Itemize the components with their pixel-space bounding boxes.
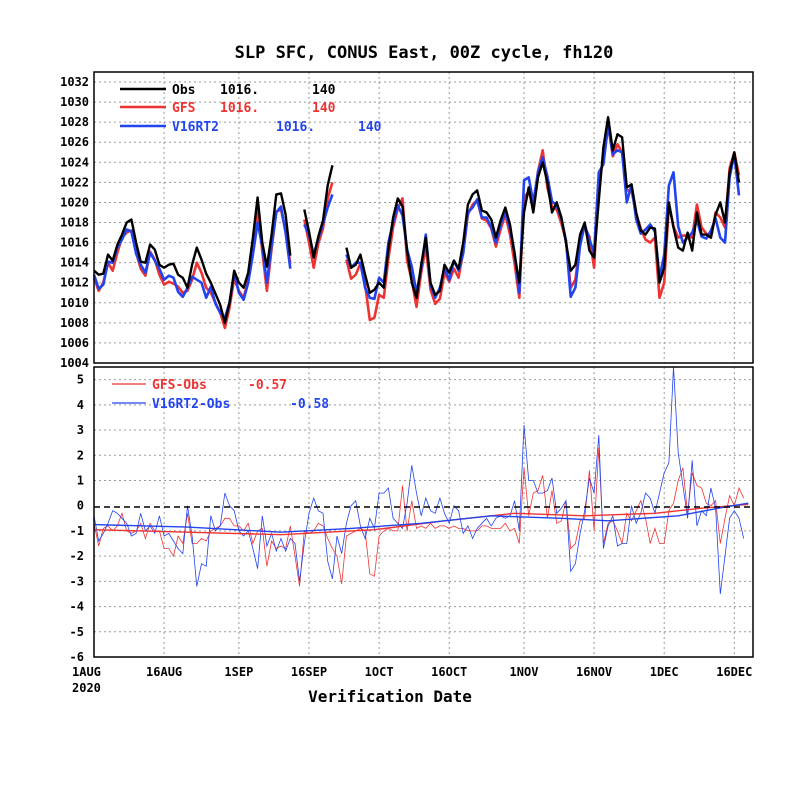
bottom-y-tick: -4 [70,600,84,614]
x-tick: 16SEP [291,665,327,679]
bottom-y-tick: 3 [77,423,84,437]
top-y-tick: 1006 [60,336,89,350]
x-tick-labels: 1AUG 16AUG 1SEP 16SEP 1OCT 16OCT 1NOV 16NOV 1DEC… [72,665,752,679]
x-tick: 1SEP [224,665,253,679]
bottom-y-tick: 0 [77,499,84,513]
x-tick: 1AUG [72,665,101,679]
legend-v16-obs-label: V16RT2-Obs [152,397,230,412]
top-y-tick: 1008 [60,316,89,330]
top-y-tick: 1018 [60,216,89,230]
top-panel-series [92,116,741,330]
bottom-panel-frame [93,366,754,658]
bottom-y-tick: 2 [77,448,84,462]
series-v16rt2-line [92,123,741,320]
legend-obs-mean: 1016. [220,83,259,98]
legend-obs-label: Obs [172,83,195,98]
x-tick: 16AUG [146,665,182,679]
top-y-tick: 1020 [60,195,89,209]
legend-v16-obs-mean: -0.58 [290,397,329,412]
x-tick: 1NOV [510,665,539,679]
bottom-y-tick: -6 [70,650,84,664]
bottom-y-tick: 4 [77,398,84,412]
top-panel-frame [93,71,754,364]
bottom-y-tick: -5 [70,625,84,639]
bottom-y-tick: -1 [70,524,84,538]
top-y-tick: 1004 [60,356,89,370]
top-y-tick: 1012 [60,276,89,290]
bottom-panel-series [93,366,749,595]
year-label: 2020 [72,681,101,695]
top-y-tick: 1010 [60,296,89,310]
top-y-tick: 1024 [60,155,89,169]
bottom-legend: GFS-Obs -0.57 V16RT2-Obs -0.58 [112,378,329,412]
legend-gfs-obs-label: GFS-Obs [152,378,207,393]
legend-gfs-obs-mean: -0.57 [248,378,287,393]
series-gfs-obs-mean-line [93,503,749,536]
legend-gfs-count: 140 [312,101,336,116]
legend-v16-mean: 1016. [276,120,315,135]
legend-gfs-label: GFS [172,101,196,116]
x-tick: 16DEC [716,665,752,679]
x-tick: 16NOV [576,665,612,679]
legend-v16-label: V16RT2 [172,120,219,135]
series-v16rt2-obs-mean-line [93,502,749,533]
top-legend: Obs 1016. 140 GFS 1016. 140 V16RT2 1016.… [120,83,382,135]
top-y-tick: 1014 [60,256,89,270]
top-y-tick: 1022 [60,175,89,189]
top-y-tick: 1026 [60,135,89,149]
series-obs-line [93,116,741,325]
x-tick: 1OCT [365,665,394,679]
top-y-tick-labels: 1004 1006 1008 1010 1012 1014 1016 1018 1020 1022… [60,75,89,370]
x-axis-label: Verification Date [308,687,472,706]
legend-v16-count: 140 [358,120,382,135]
x-tick: 16OCT [431,665,467,679]
bottom-y-tick-labels: -6 -5 -4 -3 -2 -1 0 1 2 3 4 5 [70,373,84,664]
top-y-tick: 1016 [60,236,89,250]
legend-obs-count: 140 [312,83,336,98]
top-y-tick: 1032 [60,75,89,89]
top-y-tick: 1030 [60,95,89,109]
top-y-tick: 1028 [60,115,89,129]
legend-gfs-mean: 1016. [220,101,259,116]
bottom-y-tick: -3 [70,574,84,588]
series-gfs-obs-line [93,447,745,587]
bottom-y-tick: 1 [77,473,84,487]
series-v16rt2-obs-line [93,366,745,595]
bottom-y-tick: -2 [70,549,84,563]
x-tick: 1DEC [650,665,679,679]
bottom-y-tick: 5 [77,373,84,387]
chart-title: SLP SFC, CONUS East, 00Z cycle, fh120 [235,43,614,63]
